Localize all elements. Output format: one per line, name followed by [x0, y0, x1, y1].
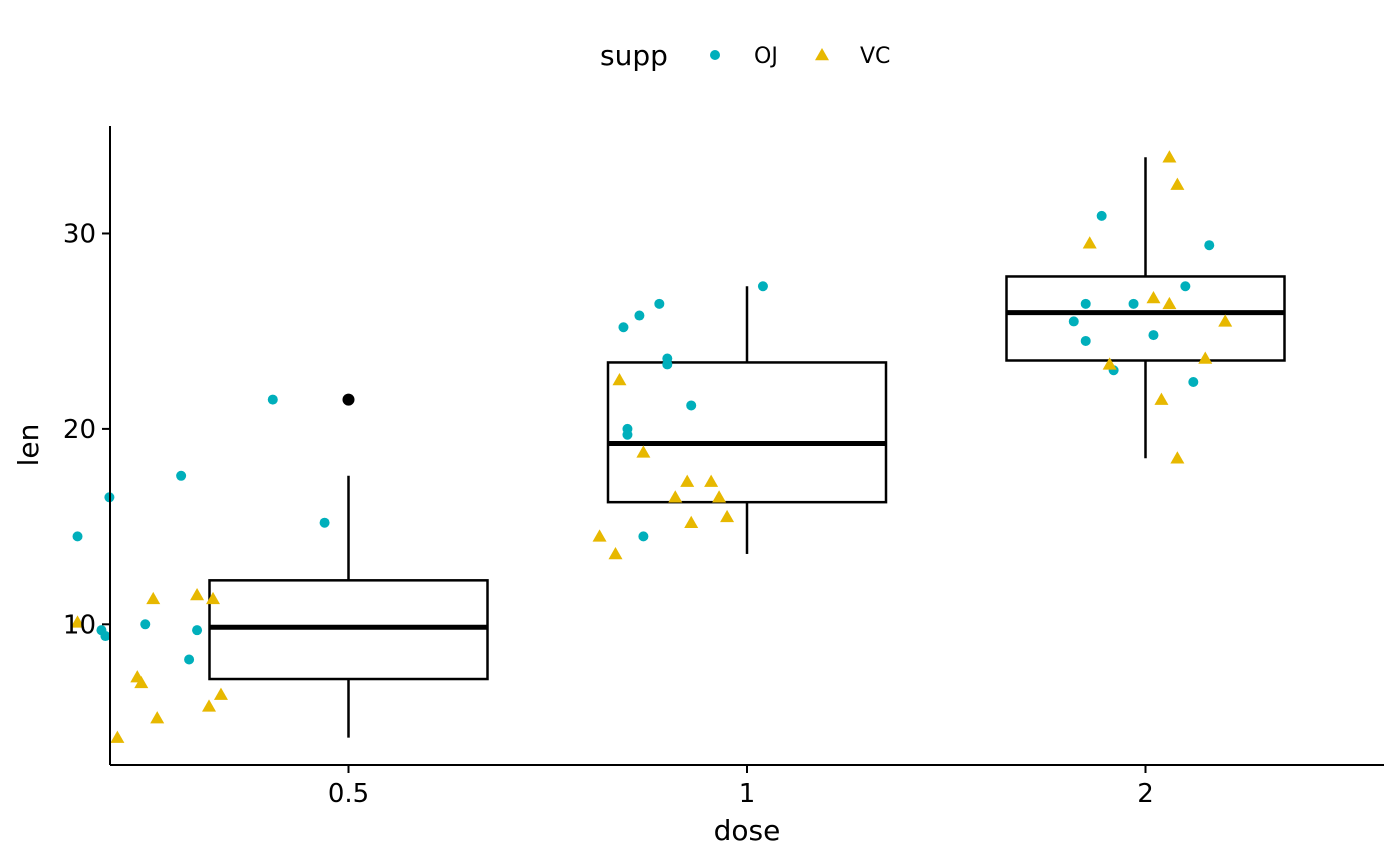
data-point-OJ — [654, 298, 665, 309]
data-point-VC — [1146, 290, 1161, 304]
data-point-VC — [150, 711, 165, 724]
data-point-VC — [684, 515, 699, 528]
data-point-OJ — [1068, 316, 1079, 327]
y-tick-label: 30 — [63, 219, 96, 249]
y-axis-title: len — [12, 424, 45, 467]
data-point-VC — [1162, 150, 1177, 163]
data-point-OJ — [1080, 298, 1091, 309]
data-point-OJ — [1148, 330, 1159, 341]
axes: 10 20 30 0.5 1 2 dose len — [12, 126, 1384, 847]
data-point-VC — [70, 615, 85, 628]
x-axis-title: dose — [714, 814, 781, 847]
data-point-OJ — [1180, 281, 1191, 292]
legend-key-OJ — [710, 50, 720, 60]
data-point-VC — [1218, 314, 1233, 327]
data-point-VC — [712, 490, 727, 503]
legend-title: supp — [600, 39, 668, 72]
legend: supp OJ VC — [600, 39, 890, 72]
data-point-OJ — [757, 281, 768, 292]
data-point-OJ — [96, 625, 107, 636]
data-point-VC — [213, 687, 228, 700]
data-point-VC — [612, 373, 627, 386]
data-point-OJ — [1188, 376, 1199, 387]
data-point-OJ — [184, 654, 195, 665]
legend-key-VC — [815, 48, 829, 61]
data-point-VC — [206, 591, 221, 605]
legend-label: OJ — [754, 44, 778, 69]
box-1 — [606, 286, 888, 554]
y-tick-label: 10 — [63, 610, 96, 640]
outlier-point — [342, 393, 355, 406]
x-tick-label: 2 — [1137, 779, 1154, 809]
data-point-VC — [190, 587, 205, 601]
data-point-VC — [668, 490, 683, 503]
data-point-OJ — [622, 429, 633, 440]
data-point-OJ — [1080, 335, 1091, 346]
data-point-OJ — [618, 322, 629, 333]
data-point-OJ — [140, 619, 151, 630]
x-tick-label: 1 — [739, 779, 756, 809]
data-point-VC — [1198, 351, 1213, 364]
data-point-OJ — [319, 517, 330, 528]
legend-label: VC — [860, 44, 890, 69]
data-point-VC — [202, 699, 217, 712]
data-point-VC — [608, 546, 623, 560]
data-point-VC — [1082, 236, 1097, 249]
box-2 — [1005, 157, 1286, 459]
legend-entry-OJ: OJ — [710, 44, 778, 69]
data-point-OJ — [638, 531, 649, 542]
data-point-OJ — [267, 394, 278, 405]
data-point-VC — [720, 509, 735, 523]
data-point-VC — [110, 730, 125, 743]
box-0.5 — [208, 393, 489, 738]
plot-area — [70, 150, 1286, 743]
x-tick-label: 0.5 — [328, 779, 369, 809]
data-point-OJ — [1128, 298, 1139, 309]
data-point-OJ — [686, 400, 697, 411]
legend-entry-VC: VC — [815, 44, 890, 69]
data-point-VC — [1162, 296, 1177, 310]
data-point-OJ — [72, 531, 83, 542]
series-OJ — [72, 210, 1215, 665]
data-point-VC — [704, 474, 719, 487]
data-point-VC — [1102, 357, 1117, 370]
data-point-OJ — [1096, 210, 1107, 221]
data-point-VC — [1154, 392, 1169, 405]
y-tick-label: 20 — [63, 415, 96, 445]
data-point-VC — [680, 474, 695, 487]
data-point-VC — [1170, 177, 1185, 190]
box-iqr — [1005, 275, 1286, 362]
data-point-OJ — [634, 310, 645, 321]
series-VC — [70, 150, 1233, 743]
data-point-OJ — [192, 625, 203, 636]
data-point-VC — [146, 591, 161, 605]
data-point-OJ — [662, 359, 673, 370]
data-point-OJ — [1204, 240, 1215, 251]
data-point-VC — [636, 445, 651, 458]
box-iqr — [606, 361, 888, 504]
data-point-VC — [134, 675, 149, 689]
data-point-OJ — [176, 470, 187, 481]
data-point-VC — [592, 529, 607, 542]
data-point-VC — [1170, 451, 1185, 464]
